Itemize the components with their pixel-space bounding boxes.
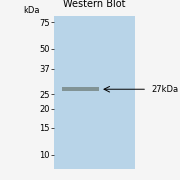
Text: kDa: kDa <box>23 6 40 15</box>
Text: 27kDa: 27kDa <box>151 85 178 94</box>
Text: Western Blot: Western Blot <box>63 0 126 8</box>
Bar <box>62 87 99 91</box>
